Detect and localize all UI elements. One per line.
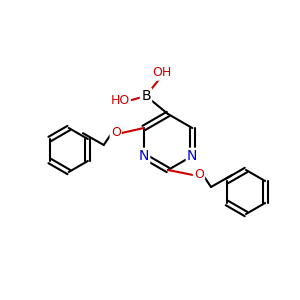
Text: N: N xyxy=(187,149,197,163)
Text: O: O xyxy=(111,127,121,140)
Text: O: O xyxy=(194,169,204,182)
Text: HO: HO xyxy=(110,94,130,107)
Text: OH: OH xyxy=(152,67,172,80)
Text: N: N xyxy=(139,149,149,163)
Text: B: B xyxy=(141,89,151,103)
